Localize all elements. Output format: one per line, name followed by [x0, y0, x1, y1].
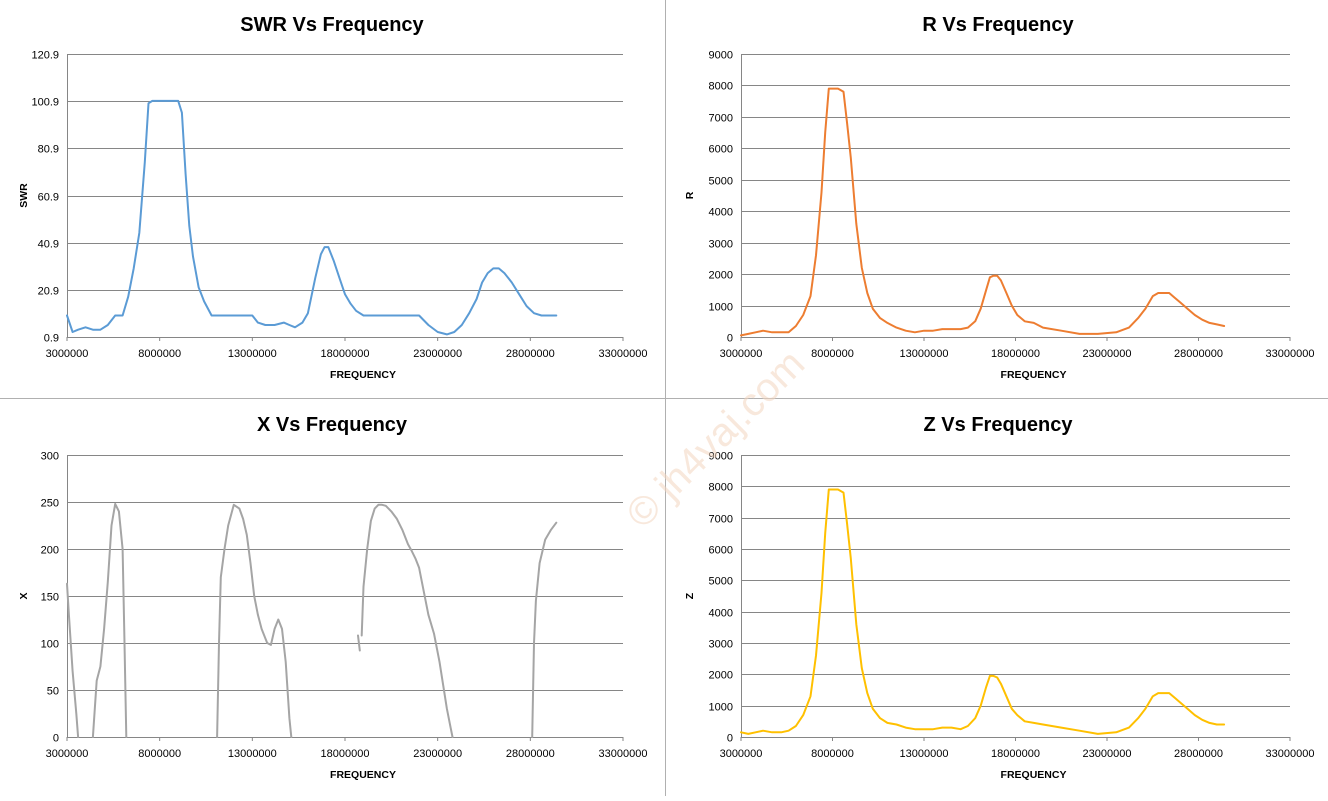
z-y-tick-label: 6000: [709, 545, 733, 557]
r-y-tick-label: 9000: [709, 50, 733, 62]
r-y-tick-label: 8000: [709, 81, 733, 93]
x-x-axis-label: FREQUENCY: [330, 769, 396, 781]
z-chart: Z Vs Frequency 0 1000 2000 3000 4000 5000 6000 7…: [684, 414, 1314, 781]
x-x-tick-label: 13000000: [228, 748, 277, 760]
z-y-tick-label: 2000: [709, 670, 733, 682]
x-chart: X Vs Frequency 0 50 100 150 200 250 300 3000000 8…: [18, 414, 647, 781]
z-x-tick-label: 28000000: [1174, 748, 1223, 760]
r-x-axis-label: FREQUENCY: [1001, 369, 1067, 381]
swr-y-tick-label: 100.9: [31, 97, 59, 109]
x-y-tick-label: 100: [41, 639, 59, 651]
swr-y-tick-label: 120.9: [31, 50, 59, 62]
r-series-line: [740, 87, 1226, 337]
r-y-tick-label: 0: [727, 333, 733, 345]
swr-y-tick-label: 20.9: [38, 286, 59, 298]
z-chart-title: Z Vs Frequency: [924, 414, 1074, 436]
swr-x-tick-label: 8000000: [138, 348, 181, 360]
x-x-tick-label: 28000000: [506, 748, 555, 760]
swr-y-tick-label: 60.9: [38, 192, 59, 204]
r-x-tick-label: 13000000: [900, 348, 949, 360]
x-series-line: [531, 521, 558, 738]
r-x-tick-label: 28000000: [1174, 348, 1223, 360]
swr-y-tick-label: 40.9: [38, 239, 59, 251]
swr-y-tick-label: 80.9: [38, 144, 59, 156]
z-x-tick-label: 13000000: [900, 748, 949, 760]
z-x-tick-label: 8000000: [811, 748, 854, 760]
x-series-line: [216, 503, 293, 738]
r-chart: R Vs Frequency 0 1000 2000 3000 4000 5000 6000 7…: [684, 14, 1314, 381]
x-series-line: [357, 634, 361, 652]
z-x-tick-label: 23000000: [1083, 748, 1132, 760]
x-x-tick-label: 3000000: [46, 748, 89, 760]
r-y-tick-label: 4000: [709, 207, 733, 219]
r-x-tick-label: 18000000: [991, 348, 1040, 360]
r-x-tick-label: 8000000: [811, 348, 854, 360]
z-y-axis-label: Z: [684, 592, 696, 599]
r-y-axis-label: R: [684, 191, 696, 199]
r-x-tick-label: 33000000: [1266, 348, 1315, 360]
swr-y-tick-label: 0.9: [44, 333, 59, 345]
x-y-tick-label: 250: [41, 498, 59, 510]
x-x-tick-label: 8000000: [138, 748, 181, 760]
x-y-tick-label: 50: [47, 686, 59, 698]
z-y-tick-label: 4000: [709, 608, 733, 620]
x-y-tick-label: 300: [41, 451, 59, 463]
z-y-tick-label: 5000: [709, 576, 733, 588]
x-series-line: [66, 582, 80, 738]
z-x-tick-label: 33000000: [1266, 748, 1315, 760]
swr-chart: SWR Vs Frequency 0.9 20.9 40.9 60.9 80.9 100.9…: [18, 14, 647, 381]
r-y-tick-label: 1000: [709, 302, 733, 314]
z-series-line: [740, 488, 1226, 735]
x-x-tick-label: 18000000: [321, 748, 370, 760]
x-y-tick-label: 150: [41, 592, 59, 604]
z-y-tick-label: 3000: [709, 639, 733, 651]
r-y-tick-label: 5000: [709, 176, 733, 188]
x-y-tick-label: 0: [53, 733, 59, 745]
r-y-tick-label: 6000: [709, 144, 733, 156]
x-chart-title: X Vs Frequency: [257, 414, 408, 436]
swr-x-tick-label: 13000000: [228, 348, 277, 360]
x-series-line: [91, 502, 128, 738]
swr-chart-title: SWR Vs Frequency: [240, 14, 424, 36]
r-y-tick-label: 7000: [709, 113, 733, 125]
z-y-tick-label: 8000: [709, 482, 733, 494]
swr-series-line: [66, 99, 558, 336]
z-y-tick-label: 1000: [709, 702, 733, 714]
z-x-tick-label: 3000000: [720, 748, 763, 760]
z-y-tick-label: 9000: [709, 451, 733, 463]
z-x-tick-label: 18000000: [991, 748, 1040, 760]
swr-x-tick-label: 3000000: [46, 348, 89, 360]
x-y-axis-label: X: [18, 592, 30, 599]
swr-x-tick-label: 33000000: [599, 348, 648, 360]
r-x-tick-label: 3000000: [720, 348, 763, 360]
swr-y-axis-label: SWR: [18, 183, 30, 208]
r-y-tick-label: 3000: [709, 239, 733, 251]
z-y-tick-label: 0: [727, 733, 733, 745]
swr-x-tick-label: 18000000: [321, 348, 370, 360]
swr-x-axis-label: FREQUENCY: [330, 369, 396, 381]
z-x-axis-label: FREQUENCY: [1001, 769, 1067, 781]
z-y-tick-label: 7000: [709, 514, 733, 526]
r-x-tick-label: 23000000: [1083, 348, 1132, 360]
x-x-tick-label: 33000000: [599, 748, 648, 760]
swr-x-tick-label: 28000000: [506, 348, 555, 360]
swr-x-tick-label: 23000000: [413, 348, 462, 360]
r-y-tick-label: 2000: [709, 270, 733, 282]
x-x-tick-label: 23000000: [413, 748, 462, 760]
r-chart-title: R Vs Frequency: [922, 14, 1074, 36]
x-y-tick-label: 200: [41, 545, 59, 557]
x-series-line: [360, 503, 454, 738]
watermark: © jh4vaj.com: [618, 342, 813, 537]
